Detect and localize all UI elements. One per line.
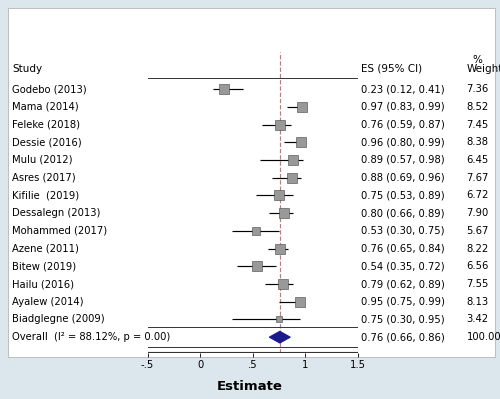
Text: 0.54 (0.35, 0.72): 0.54 (0.35, 0.72) (361, 261, 444, 271)
Text: Godebo (2013): Godebo (2013) (12, 84, 87, 94)
Text: Asres (2017): Asres (2017) (12, 173, 76, 183)
Text: Dessalegn (2013): Dessalegn (2013) (12, 208, 101, 218)
Text: 0.75 (0.30, 0.95): 0.75 (0.30, 0.95) (361, 314, 444, 324)
Text: 5.67: 5.67 (466, 226, 489, 236)
Text: ES (95% CI): ES (95% CI) (361, 64, 422, 74)
Text: 6.56: 6.56 (466, 261, 489, 271)
Polygon shape (270, 331, 290, 343)
Text: Overall  (I² = 88.12%, p = 0.00): Overall (I² = 88.12%, p = 0.00) (12, 332, 171, 342)
Text: 100.00: 100.00 (466, 332, 500, 342)
Text: 0.53 (0.30, 0.75): 0.53 (0.30, 0.75) (361, 226, 444, 236)
Text: Feleke (2018): Feleke (2018) (12, 120, 80, 130)
Text: 0.76 (0.66, 0.86): 0.76 (0.66, 0.86) (361, 332, 445, 342)
Text: 8.22: 8.22 (466, 243, 489, 254)
Text: Weight: Weight (466, 64, 500, 74)
Text: 7.45: 7.45 (466, 120, 489, 130)
Text: 6.45: 6.45 (466, 155, 489, 165)
Text: 0.88 (0.69, 0.96): 0.88 (0.69, 0.96) (361, 173, 444, 183)
Text: 0.76 (0.65, 0.84): 0.76 (0.65, 0.84) (361, 243, 444, 254)
Text: 7.55: 7.55 (466, 279, 489, 289)
Text: Azene (2011): Azene (2011) (12, 243, 80, 254)
Text: 0.97 (0.83, 0.99): 0.97 (0.83, 0.99) (361, 102, 444, 112)
Text: Biadglegne (2009): Biadglegne (2009) (12, 314, 105, 324)
Text: 0.23 (0.12, 0.41): 0.23 (0.12, 0.41) (361, 84, 444, 94)
Text: Dessie (2016): Dessie (2016) (12, 137, 82, 147)
Text: 0.76 (0.59, 0.87): 0.76 (0.59, 0.87) (361, 120, 445, 130)
Text: Kifilie  (2019): Kifilie (2019) (12, 190, 80, 200)
Text: 8.13: 8.13 (466, 297, 488, 307)
Text: 8.52: 8.52 (466, 102, 489, 112)
Text: 0.79 (0.62, 0.89): 0.79 (0.62, 0.89) (361, 279, 445, 289)
Text: Bitew (2019): Bitew (2019) (12, 261, 76, 271)
Text: 8.38: 8.38 (466, 137, 488, 147)
Text: 0.96 (0.80, 0.99): 0.96 (0.80, 0.99) (361, 137, 444, 147)
Text: Hailu (2016): Hailu (2016) (12, 279, 74, 289)
Text: 0.89 (0.57, 0.98): 0.89 (0.57, 0.98) (361, 155, 444, 165)
Text: 7.36: 7.36 (466, 84, 489, 94)
Text: 0.95 (0.75, 0.99): 0.95 (0.75, 0.99) (361, 297, 445, 307)
Text: 0.80 (0.66, 0.89): 0.80 (0.66, 0.89) (361, 208, 444, 218)
Text: 0.75 (0.53, 0.89): 0.75 (0.53, 0.89) (361, 190, 444, 200)
Text: 7.67: 7.67 (466, 173, 489, 183)
Text: Study: Study (12, 64, 42, 74)
Text: Mulu (2012): Mulu (2012) (12, 155, 73, 165)
Text: 3.42: 3.42 (466, 314, 488, 324)
Text: %: % (472, 55, 482, 65)
Text: Mohammed (2017): Mohammed (2017) (12, 226, 108, 236)
Text: Estimate: Estimate (217, 380, 283, 393)
Text: Mama (2014): Mama (2014) (12, 102, 79, 112)
Text: Ayalew (2014): Ayalew (2014) (12, 297, 84, 307)
Text: 7.90: 7.90 (466, 208, 489, 218)
Text: 6.72: 6.72 (466, 190, 489, 200)
